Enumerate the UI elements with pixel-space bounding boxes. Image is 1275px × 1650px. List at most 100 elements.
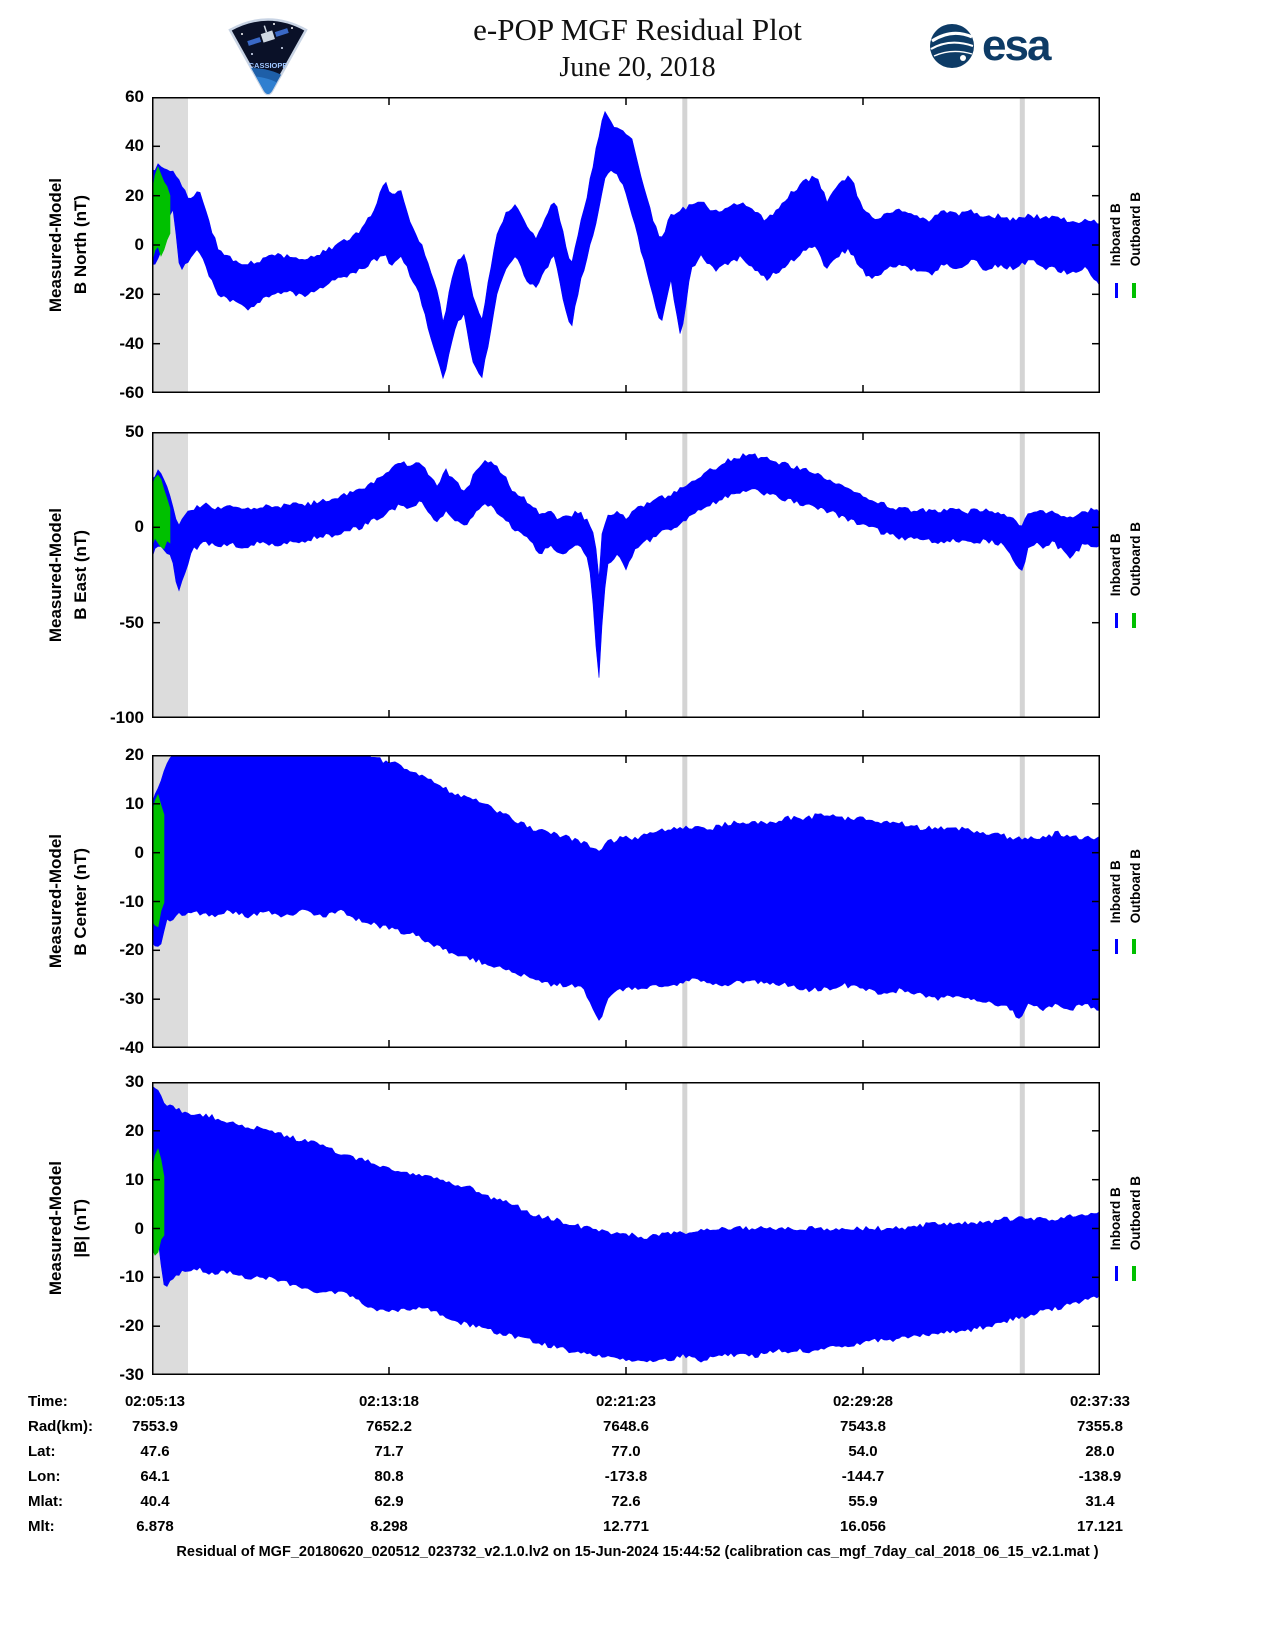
inboard-b-trace [152, 453, 1100, 678]
y-axis-label-panel-4: Measured-Model |B| (nT) [44, 1082, 92, 1375]
legend-inboard-label: Inboard B [1107, 533, 1123, 597]
table-value: 7355.8 [1077, 1418, 1123, 1435]
plot-panel-4 [152, 1082, 1100, 1375]
y-tick-label: -30 [119, 989, 144, 1009]
axes-box [152, 97, 1100, 393]
y-tick-label: 30 [125, 1072, 144, 1091]
y-tick-label: 0 [134, 1218, 144, 1238]
y-tick-label: -10 [119, 1267, 144, 1287]
y-axis-label-line1: Measured-Model [45, 834, 65, 969]
legend-outboard-swatch [1132, 1266, 1136, 1282]
inboard-b-trace [152, 110, 1100, 380]
legend-panel-4: Inboard B Outboard B [1102, 1082, 1148, 1375]
table-value: 31.4 [1085, 1493, 1115, 1510]
table-value: 55.9 [848, 1493, 878, 1510]
y-tick-label: -30 [119, 1365, 144, 1384]
y-tick-label: 10 [125, 1169, 144, 1189]
table-value: 02:37:33 [1069, 1393, 1131, 1410]
legend-outboard-label: Outboard B [1127, 192, 1143, 267]
table-row-label: Time: [28, 1393, 68, 1410]
esa-emblem-icon [930, 24, 974, 68]
table-value: 16.056 [840, 1518, 886, 1535]
title-block: e-POP MGF Residual Plot June 20, 2018 [0, 12, 1275, 84]
table-row-label: Mlat: [28, 1493, 63, 1510]
table-value: 02:13:18 [358, 1393, 420, 1410]
y-tick-label: -20 [119, 284, 144, 304]
cassiope-mission-logo: CASSIOPE [228, 18, 308, 96]
plot-panel-2 [152, 432, 1100, 718]
legend-outboard-label: Outboard B [1127, 848, 1143, 924]
y-tick-label: -10 [119, 891, 144, 911]
y-tick-label: -40 [119, 333, 144, 353]
y-tick-label: -100 [109, 708, 144, 727]
table-value: 71.7 [374, 1443, 404, 1460]
outboard-b-trace [152, 166, 171, 263]
table-value: 64.1 [140, 1468, 170, 1485]
table-value: 02:29:28 [832, 1393, 894, 1410]
esa-logo: esa [928, 21, 1051, 70]
table-row-label: Mlt: [28, 1518, 55, 1535]
y-tick-label: 10 [125, 793, 144, 813]
legend-inboard-swatch [1114, 939, 1118, 955]
y-tick-label: 0 [134, 842, 144, 862]
legend-inboard-swatch [1114, 612, 1118, 628]
plot-panel-1 [152, 97, 1100, 393]
table-row-label: Lat: [28, 1443, 56, 1460]
table-value: 7652.2 [366, 1418, 412, 1435]
gray-marker-line [682, 432, 688, 718]
y-tick-label: -40 [119, 1038, 144, 1057]
y-tick-label: 40 [125, 136, 144, 156]
legend-panel-3: Inboard B Outboard B [1102, 755, 1148, 1048]
legend-outboard-swatch [1132, 612, 1136, 628]
outboard-b-trace [152, 474, 171, 550]
cassiope-wordmark: CASSIOPE [249, 61, 288, 70]
page-date: June 20, 2018 [559, 52, 716, 83]
y-axis-label-panel-2: Measured-Model B East (nT) [44, 432, 92, 718]
plot-panel-3 [152, 755, 1100, 1048]
outboard-b-trace [152, 793, 165, 928]
y-axis-label-panel-3: Measured-Model B Center (nT) [44, 755, 92, 1048]
table-value: 80.8 [374, 1468, 404, 1485]
table-value: 47.6 [140, 1443, 170, 1460]
legend-outboard-swatch [1132, 282, 1136, 298]
table-value: 28.0 [1085, 1443, 1115, 1460]
table-value: -138.9 [1078, 1468, 1122, 1485]
inboard-b-trace [152, 1085, 1100, 1363]
table-row-label: Rad(km): [28, 1418, 94, 1435]
esa-wordmark: esa [982, 21, 1051, 70]
y-tick-label: 20 [125, 745, 144, 764]
legend-panel-2: Inboard B Outboard B [1102, 432, 1148, 718]
y-tick-label: -60 [119, 383, 144, 402]
table-value: 77.0 [611, 1443, 641, 1460]
y-tick-label: 20 [125, 185, 144, 205]
y-tick-label: 60 [125, 87, 144, 106]
table-value: 72.6 [611, 1493, 641, 1510]
table-value: 7553.9 [132, 1418, 178, 1435]
table-row-label: Lon: [28, 1468, 61, 1485]
table-value: 7543.8 [840, 1418, 886, 1435]
y-axis-label-line1: Measured-Model [45, 1161, 65, 1296]
table-value: -144.7 [841, 1468, 885, 1485]
table-value: 6.878 [136, 1518, 174, 1535]
axes-box [152, 432, 1100, 718]
table-value: 54.0 [848, 1443, 878, 1460]
axes-box [152, 755, 1100, 1048]
gray-marker-line [1019, 432, 1025, 718]
y-tick-label: 0 [134, 235, 144, 254]
table-value: 40.4 [140, 1493, 170, 1510]
table-value: 02:05:13 [124, 1393, 186, 1410]
gray-marker-line [682, 1082, 688, 1375]
legend-outboard-label: Outboard B [1127, 522, 1143, 597]
y-axis-label-line2: B East (nT) [70, 530, 90, 620]
y-axis-label-panel-1: Measured-Model B North (nT) [44, 97, 92, 393]
page-title: e-POP MGF Residual Plot [473, 12, 802, 47]
table-value: 62.9 [374, 1493, 404, 1510]
legend-outboard-label: Outboard B [1127, 1175, 1143, 1251]
legend-inboard-label: Inboard B [1107, 203, 1123, 267]
legend-outboard-swatch [1132, 939, 1136, 955]
table-value: 12.771 [603, 1518, 649, 1535]
table-value: 17.121 [1077, 1518, 1123, 1535]
legend-panel-1: Inboard B Outboard B [1102, 97, 1148, 393]
footer-caption: Residual of MGF_20180620_020512_023732_v… [176, 1544, 1099, 1560]
